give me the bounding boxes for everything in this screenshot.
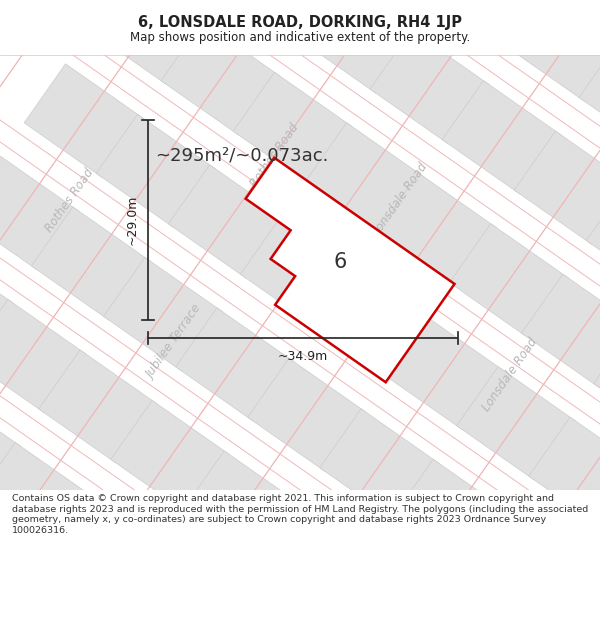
Polygon shape: [435, 0, 554, 51]
Polygon shape: [507, 0, 600, 101]
Polygon shape: [385, 316, 504, 429]
Polygon shape: [572, 0, 600, 9]
Polygon shape: [370, 30, 489, 144]
Polygon shape: [183, 451, 302, 564]
Polygon shape: [39, 350, 158, 463]
Text: Rothes Road: Rothes Road: [43, 166, 97, 234]
Polygon shape: [0, 535, 28, 625]
Polygon shape: [0, 249, 14, 362]
Polygon shape: [0, 586, 100, 625]
Polygon shape: [305, 122, 424, 236]
Polygon shape: [161, 22, 280, 135]
Polygon shape: [24, 64, 143, 178]
Polygon shape: [0, 299, 86, 413]
Polygon shape: [521, 274, 600, 388]
Polygon shape: [31, 207, 151, 321]
Polygon shape: [514, 131, 600, 244]
Polygon shape: [464, 510, 583, 623]
Text: Rothes Road: Rothes Road: [248, 121, 302, 189]
Polygon shape: [593, 324, 600, 438]
Polygon shape: [0, 392, 21, 506]
Polygon shape: [536, 560, 600, 625]
Polygon shape: [449, 224, 569, 337]
Polygon shape: [399, 602, 518, 625]
Polygon shape: [320, 409, 439, 522]
Polygon shape: [233, 72, 352, 186]
Text: Contains OS data © Crown copyright and database right 2021. This information is : Contains OS data © Crown copyright and d…: [12, 494, 588, 534]
Polygon shape: [377, 173, 496, 287]
Text: Lonsdale Road: Lonsdale Road: [370, 161, 430, 239]
Polygon shape: [529, 417, 600, 531]
Polygon shape: [313, 266, 431, 379]
Polygon shape: [0, 442, 93, 556]
Polygon shape: [104, 258, 223, 371]
Text: ~295m²/~0.073ac.: ~295m²/~0.073ac.: [155, 146, 328, 164]
Polygon shape: [392, 459, 511, 572]
Polygon shape: [96, 114, 215, 228]
Polygon shape: [457, 367, 576, 480]
Polygon shape: [89, 0, 208, 85]
Polygon shape: [118, 543, 237, 625]
Text: Lonsdale Road: Lonsdale Road: [480, 336, 540, 414]
Polygon shape: [248, 358, 367, 472]
Text: 6: 6: [334, 252, 347, 272]
Polygon shape: [586, 181, 600, 295]
Polygon shape: [442, 81, 561, 194]
Polygon shape: [169, 165, 287, 278]
Polygon shape: [226, 0, 345, 42]
Polygon shape: [176, 308, 295, 421]
Polygon shape: [245, 158, 455, 382]
Text: ~34.9m: ~34.9m: [278, 350, 328, 363]
Polygon shape: [0, 156, 79, 270]
Polygon shape: [190, 594, 309, 625]
Polygon shape: [111, 401, 230, 514]
Polygon shape: [255, 501, 374, 615]
Polygon shape: [579, 39, 600, 152]
Text: Map shows position and indicative extent of the property.: Map shows position and indicative extent…: [130, 31, 470, 44]
Text: 6, LONSDALE ROAD, DORKING, RH4 1JP: 6, LONSDALE ROAD, DORKING, RH4 1JP: [138, 16, 462, 31]
Polygon shape: [298, 0, 417, 93]
Text: Jubilee Terrace: Jubilee Terrace: [145, 302, 205, 381]
Text: ~29.0m: ~29.0m: [126, 195, 139, 245]
Polygon shape: [46, 493, 165, 606]
Polygon shape: [241, 215, 359, 329]
Polygon shape: [327, 552, 446, 625]
